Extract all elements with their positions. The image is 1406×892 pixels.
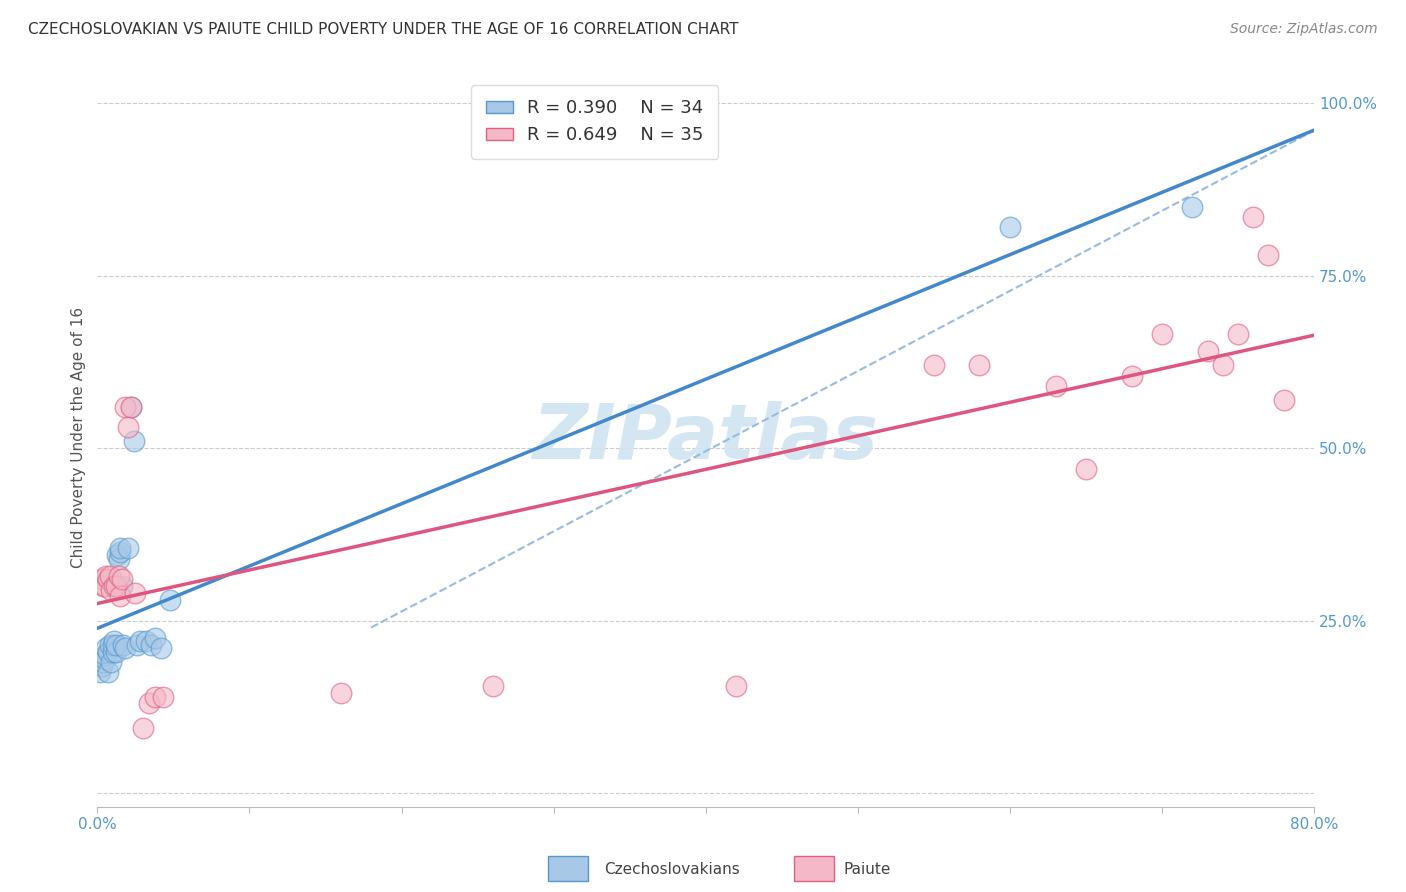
Point [114,641,136,656]
Point [725,679,748,693]
Text: Paiute: Paiute [844,863,891,877]
Point [122,434,145,449]
Point [93,579,115,593]
Point [104,645,127,659]
Point [103,579,125,593]
Point [93,655,115,669]
Point [94,651,117,665]
Point [100,582,122,597]
Point [998,220,1021,235]
Point [139,638,162,652]
Point [96,641,118,656]
Point [112,638,135,652]
Text: ZIPatlas: ZIPatlas [533,401,879,475]
Point [108,590,131,604]
Point [129,634,152,648]
Point [1074,462,1097,476]
Point [132,721,155,735]
Text: CZECHOSLOVAKIAN VS PAIUTE CHILD POVERTY UNDER THE AGE OF 16 CORRELATION CHART: CZECHOSLOVAKIAN VS PAIUTE CHILD POVERTY … [28,22,738,37]
Point [107,551,129,566]
Point [111,579,134,593]
Point [94,648,117,662]
Point [120,400,142,414]
Point [101,645,124,659]
Point [114,400,136,414]
Point [159,593,181,607]
Point [96,568,118,582]
Point [969,359,991,373]
Point [135,634,157,648]
Point [143,631,166,645]
Point [143,690,166,704]
Point [103,634,125,648]
Point [101,638,124,652]
Point [117,541,139,556]
Point [120,400,142,414]
Text: Source: ZipAtlas.com: Source: ZipAtlas.com [1230,22,1378,37]
Point [97,572,120,586]
Point [1181,200,1204,214]
Point [124,586,146,600]
Point [97,645,120,659]
Point [111,572,134,586]
Point [1150,327,1173,342]
Point [150,641,173,656]
Point [108,544,131,558]
Point [98,568,121,582]
Point [104,579,127,593]
Point [152,690,174,704]
Point [90,658,112,673]
Point [94,579,117,593]
Point [481,679,503,693]
Point [1257,248,1279,262]
Point [100,655,122,669]
Point [1227,327,1250,342]
Point [138,697,160,711]
Point [922,359,945,373]
Point [98,638,121,652]
Point [104,638,127,652]
Point [97,665,120,680]
Point [1045,379,1067,393]
Point [1212,359,1234,373]
Text: Czechoslovakians: Czechoslovakians [605,863,741,877]
Y-axis label: Child Poverty Under the Age of 16: Child Poverty Under the Age of 16 [72,307,86,568]
Point [90,572,112,586]
Point [1272,392,1295,407]
Legend: R = 0.390    N = 34, R = 0.649    N = 35: R = 0.390 N = 34, R = 0.649 N = 35 [471,85,718,159]
Point [329,686,352,700]
Point [1241,210,1264,224]
Point [117,420,139,434]
Point [1197,344,1219,359]
Point [89,665,111,680]
Point [108,541,131,556]
Point [107,568,129,582]
Point [1121,368,1143,383]
Point [125,638,148,652]
Point [105,548,128,562]
